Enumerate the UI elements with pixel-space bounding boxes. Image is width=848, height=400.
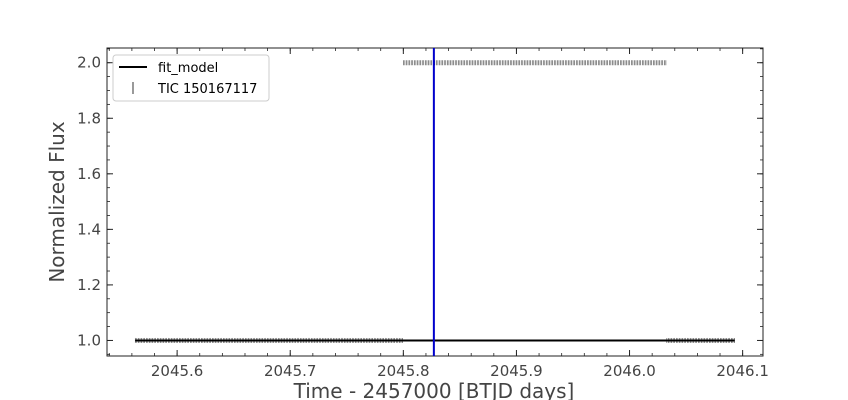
y-tick-label: 1.6	[77, 165, 101, 183]
axis-ticks: 2045.6 2045.7 2045.8 2045.9 2046.0 2046.1 1.0 1…	[77, 48, 769, 380]
x-tick-label: 2045.7	[264, 362, 317, 380]
x-tick-label: 2045.8	[377, 362, 430, 380]
legend-box	[112, 54, 270, 102]
y-tick-label: 1.4	[77, 220, 101, 238]
y-axis-label: Normalized Flux	[45, 121, 69, 283]
x-axis-label: Time - 2457000 [BTJD days]	[293, 379, 575, 400]
plot-frame	[106, 47, 764, 357]
x-tick-label: 2045.6	[151, 362, 204, 380]
x-tick-label: 2045.9	[490, 362, 543, 380]
y-tick-label: 1.0	[77, 331, 101, 349]
x-tick-label: 2046.0	[603, 362, 656, 380]
legend: fit_model TIC 150167117	[112, 54, 270, 102]
y-tick-label: 1.8	[77, 109, 101, 127]
y-tick-label: 1.2	[77, 276, 101, 294]
legend-fit-model-label: fit_model	[158, 61, 218, 76]
y-tick-label: 2.0	[77, 54, 101, 72]
legend-tic-label: TIC 150167117	[157, 82, 257, 97]
plot-area	[106, 47, 764, 357]
x-tick-label: 2046.1	[716, 362, 769, 380]
